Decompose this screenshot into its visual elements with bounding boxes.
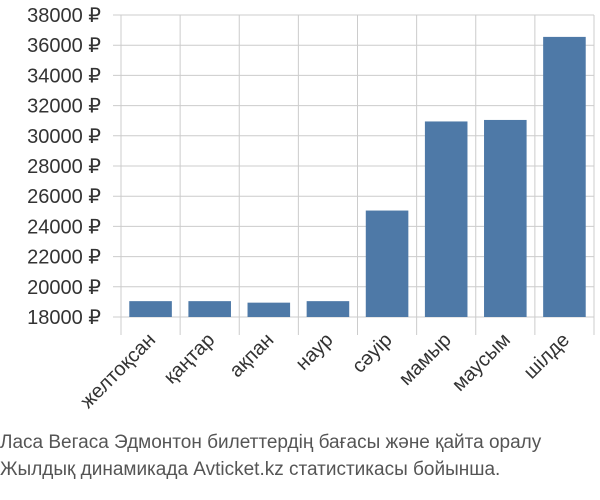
x-tick-label: маусым bbox=[448, 329, 515, 396]
y-tick-label: 36000 ₽ bbox=[27, 35, 101, 57]
bar-chart: 18000 ₽ 20000 ₽ 22000 ₽ 24000 ₽ 26000 ₽ 28000… bbox=[27, 5, 595, 413]
x-tick-label: мамыр bbox=[395, 329, 456, 390]
bar bbox=[129, 301, 172, 317]
bar bbox=[484, 119, 527, 317]
y-tick-label: 18000 ₽ bbox=[27, 307, 101, 329]
x-tick-label: желтоқсан bbox=[76, 329, 160, 413]
bar bbox=[306, 301, 350, 317]
bar bbox=[365, 210, 409, 317]
caption-line-2: Жылдық динамикада Avticket.kz статистика… bbox=[0, 459, 501, 480]
y-tick-label: 28000 ₽ bbox=[27, 156, 101, 178]
x-tick-label: қаңтар bbox=[160, 329, 219, 388]
y-tick-label: 20000 ₽ bbox=[27, 277, 101, 299]
x-axis: желтоқсан қаңтар ақпан наур сәуірмамырмаусым… bbox=[76, 329, 574, 413]
bar bbox=[188, 301, 231, 317]
x-tick-label: шілде bbox=[520, 329, 574, 383]
y-tick-label: 22000 ₽ bbox=[27, 247, 101, 269]
y-tick-label: 24000 ₽ bbox=[27, 216, 101, 238]
bar bbox=[247, 302, 291, 317]
bar bbox=[424, 121, 468, 317]
grid-lines bbox=[113, 14, 595, 335]
x-tick-label: наур bbox=[292, 329, 338, 375]
x-tick-label: сәуір bbox=[348, 329, 397, 378]
y-tick-label: 32000 ₽ bbox=[27, 96, 101, 118]
x-tick-label: ақпан bbox=[225, 329, 278, 382]
y-tick-label: 26000 ₽ bbox=[27, 186, 101, 208]
y-tick-label: 38000 ₽ bbox=[27, 5, 101, 27]
bar bbox=[543, 36, 586, 318]
y-tick-label: 30000 ₽ bbox=[27, 126, 101, 148]
bars bbox=[129, 36, 586, 318]
caption-line-1: Ласа Вегаса Эдмонтон билеттердің бағасы … bbox=[0, 432, 542, 453]
y-tick-label: 34000 ₽ bbox=[27, 65, 101, 87]
y-axis: 18000 ₽ 20000 ₽ 22000 ₽ 24000 ₽ 26000 ₽ 28000… bbox=[27, 5, 101, 329]
